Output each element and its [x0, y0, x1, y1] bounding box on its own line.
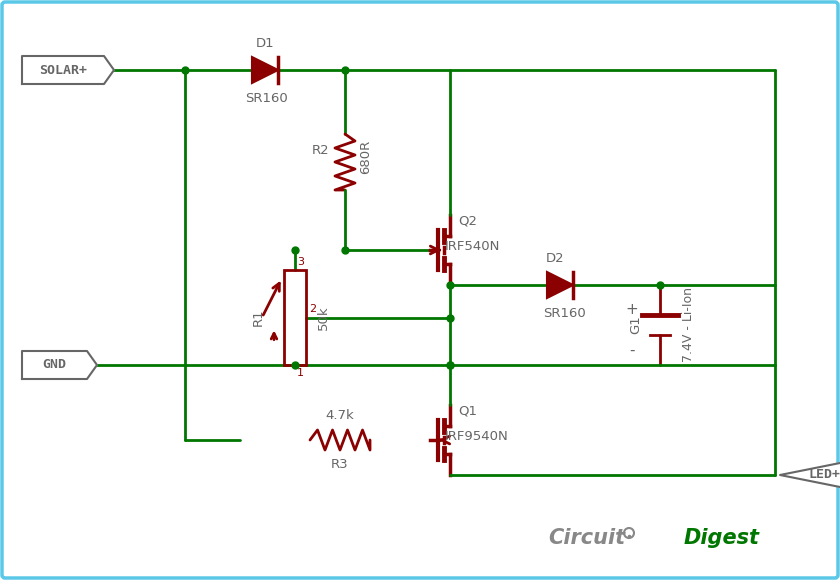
Text: D2: D2: [546, 252, 564, 265]
Text: D1: D1: [255, 37, 275, 50]
Text: IRF540N: IRF540N: [445, 240, 501, 253]
Text: R1: R1: [252, 309, 265, 327]
Text: Q1: Q1: [458, 405, 477, 418]
Text: IRF9540N: IRF9540N: [445, 430, 509, 443]
Polygon shape: [547, 272, 573, 298]
Polygon shape: [780, 461, 840, 489]
Polygon shape: [252, 57, 278, 83]
Text: GND: GND: [42, 358, 66, 372]
Text: G1: G1: [629, 316, 642, 335]
Text: LED+: LED+: [809, 469, 840, 481]
Polygon shape: [22, 351, 97, 379]
Text: Q2: Q2: [458, 215, 477, 228]
Text: SR160: SR160: [245, 92, 288, 105]
Text: 680R: 680R: [359, 140, 372, 174]
Text: 4.7k: 4.7k: [326, 409, 354, 422]
Text: 7.4V - Li-Ion: 7.4V - Li-Ion: [681, 288, 695, 362]
Text: -: -: [629, 343, 635, 357]
Text: SOLAR+: SOLAR+: [39, 63, 87, 77]
Text: 3: 3: [297, 257, 304, 267]
Text: R3: R3: [331, 458, 349, 471]
Text: 50k: 50k: [317, 305, 330, 330]
Text: Digest: Digest: [684, 528, 760, 548]
Text: Circuit: Circuit: [548, 528, 625, 548]
Text: 2: 2: [309, 304, 316, 314]
Text: +: +: [626, 303, 638, 317]
Polygon shape: [22, 56, 114, 84]
Bar: [284, 270, 306, 365]
Text: SR160: SR160: [543, 307, 586, 320]
Text: 1: 1: [297, 368, 304, 378]
Text: R2: R2: [312, 143, 329, 157]
